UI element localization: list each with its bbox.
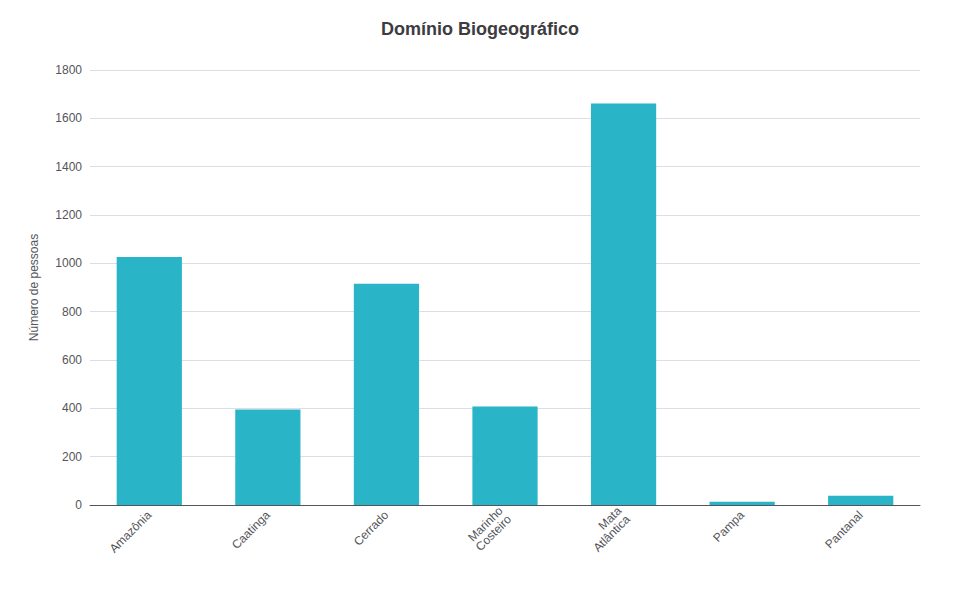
svg-text:1000: 1000 bbox=[55, 256, 82, 270]
svg-text:0: 0 bbox=[75, 498, 82, 512]
svg-text:Atlântica: Atlântica bbox=[590, 512, 633, 555]
svg-text:Mata: Mata bbox=[595, 503, 625, 533]
svg-text:Marinho: Marinho bbox=[465, 503, 506, 545]
svg-text:Pantanal: Pantanal bbox=[822, 508, 865, 551]
svg-text:800: 800 bbox=[62, 305, 82, 319]
svg-text:Costeiro: Costeiro bbox=[473, 512, 515, 554]
svg-text:1800: 1800 bbox=[55, 63, 82, 77]
svg-text:400: 400 bbox=[62, 401, 82, 415]
svg-text:Cerrado: Cerrado bbox=[351, 508, 392, 549]
svg-text:Domínio Biogeográfico: Domínio Biogeográfico bbox=[381, 19, 579, 39]
svg-text:1200: 1200 bbox=[55, 208, 82, 222]
svg-text:Número de pessoas: Número de pessoas bbox=[27, 234, 41, 341]
svg-text:1600: 1600 bbox=[55, 111, 82, 125]
svg-text:1400: 1400 bbox=[55, 160, 82, 174]
svg-text:Pampa: Pampa bbox=[710, 508, 747, 545]
svg-text:200: 200 bbox=[62, 450, 82, 464]
svg-text:600: 600 bbox=[62, 353, 82, 367]
svg-text:Amazônia: Amazônia bbox=[107, 508, 155, 556]
svg-text:Caatinga: Caatinga bbox=[229, 508, 273, 552]
